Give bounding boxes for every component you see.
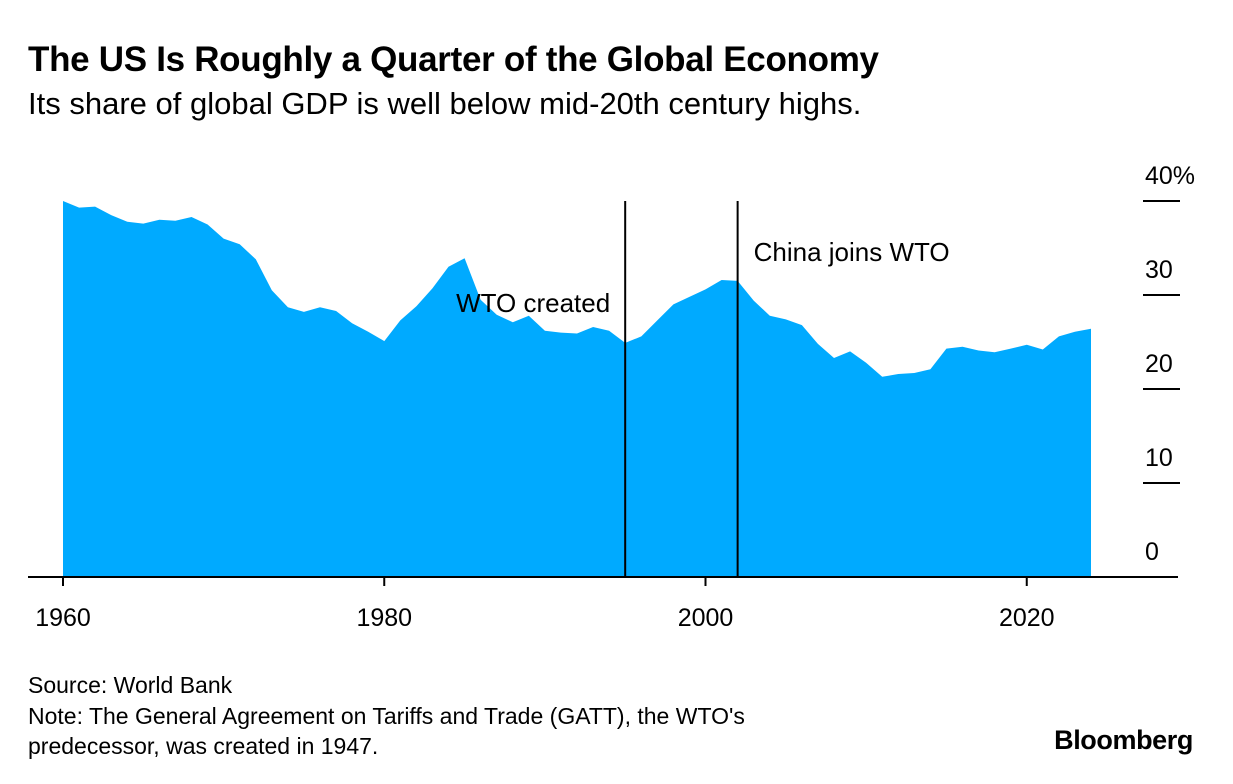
x-tick-label: 1960 [35,604,91,632]
y-tick-label: 20 [1145,350,1173,378]
annotation-label: WTO created [456,288,610,318]
annotations: WTO created China joins WTO [456,201,950,577]
annotation-label: China joins WTO [754,237,950,267]
area-chart: 0 10 20 30 40% 1960 1980 2000 2020 WTO created C… [28,162,1195,632]
footnote-line-1: Note: The General Agreement on Tariffs a… [28,703,745,729]
y-tick-label: 10 [1145,444,1173,472]
y-tick-label: 0 [1145,538,1159,566]
x-axis: 1960 1980 2000 2020 [28,576,1178,632]
bloomberg-logo: Bloomberg [1054,725,1193,755]
y-tick-label: 30 [1145,256,1173,284]
area-layer [63,201,1091,577]
y-axis: 0 10 20 30 40% [1143,162,1195,566]
x-tick-label: 2000 [678,604,734,632]
y-tick-label: 40% [1145,162,1195,190]
x-tick-label: 2020 [999,604,1055,632]
chart-title: The US Is Roughly a Quarter of the Globa… [28,40,879,79]
source-note: Source: World Bank [28,672,233,698]
footnote-line-2: predecessor, was created in 1947. [28,733,379,759]
x-tick-label: 1980 [356,604,412,632]
area-series-us-share [63,201,1091,577]
chart-subtitle: Its share of global GDP is well below mi… [28,86,862,121]
